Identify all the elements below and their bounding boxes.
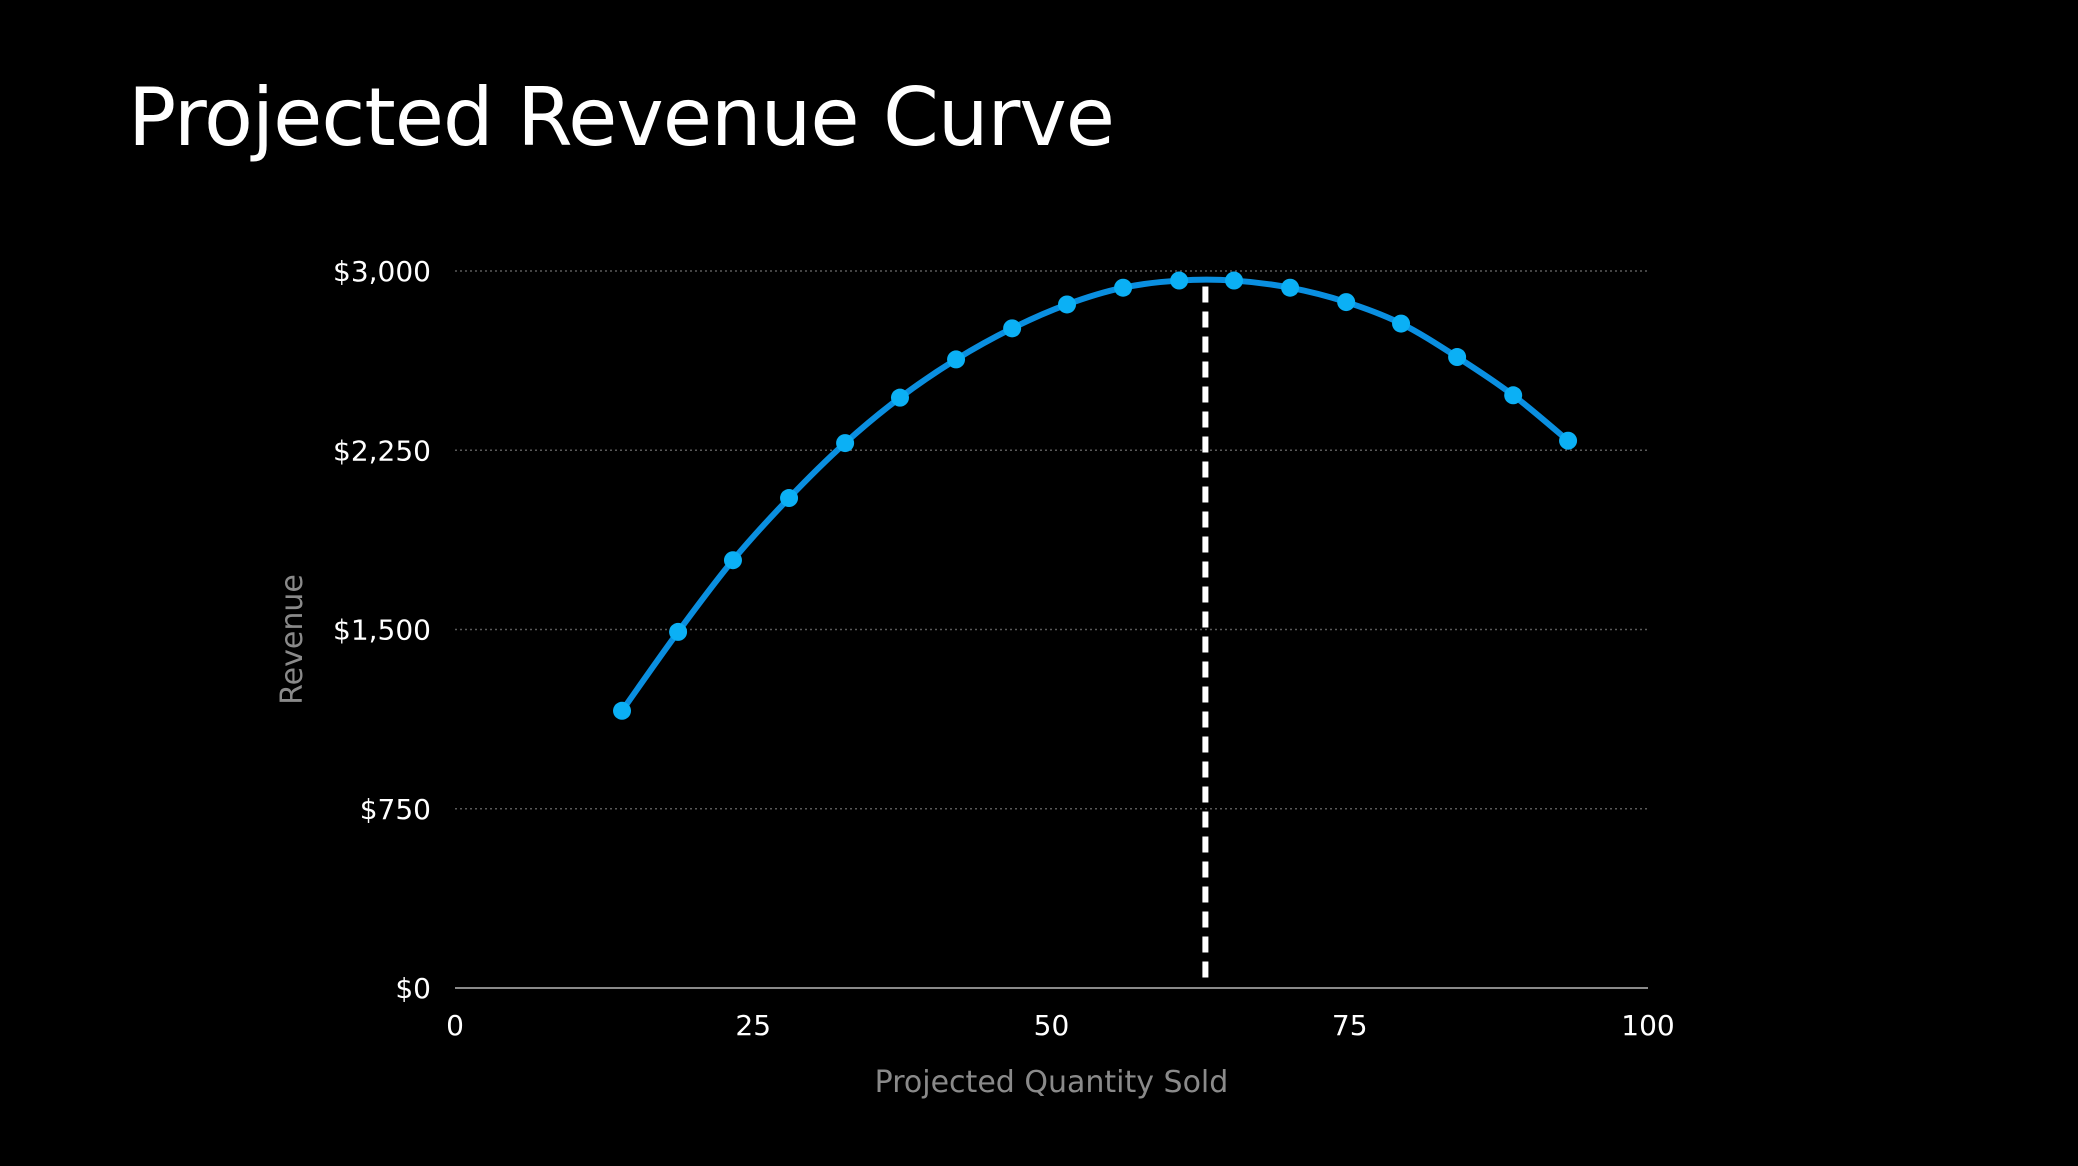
y-tick-label: $2,250 — [333, 434, 431, 467]
x-axis-title: Projected Quantity Sold — [875, 1065, 1229, 1100]
revenue-line — [619, 276, 1572, 714]
axis-titles: Projected Quantity Sold Revenue — [275, 574, 1228, 1100]
data-point — [1058, 295, 1077, 314]
data-point — [1170, 271, 1189, 290]
data-point — [1281, 278, 1300, 297]
revenue-series — [613, 271, 1578, 720]
data-point — [1114, 278, 1133, 297]
data-point — [1225, 271, 1244, 290]
data-point — [1392, 314, 1411, 333]
y-tick-label: $750 — [360, 793, 431, 826]
data-point — [780, 489, 799, 508]
y-axis-tick-labels: $0 $750 $1,500 $2,250 $3,000 — [333, 255, 431, 1005]
data-point — [1003, 319, 1022, 338]
data-point — [723, 551, 742, 570]
grid-lines — [455, 270, 1648, 810]
x-axis-tick-labels: 0 25 50 75 100 — [446, 1009, 1675, 1042]
data-point — [1337, 293, 1356, 312]
y-tick-label: $3,000 — [333, 255, 431, 288]
data-point — [1504, 386, 1523, 405]
data-point — [1448, 348, 1467, 367]
data-point — [836, 434, 855, 453]
x-tick-label: 100 — [1621, 1009, 1674, 1042]
x-tick-label: 75 — [1332, 1009, 1368, 1042]
x-tick-label: 50 — [1034, 1009, 1070, 1042]
data-point — [890, 388, 909, 407]
slide-title: Projected Revenue Curve — [128, 71, 1115, 164]
data-point — [613, 701, 632, 720]
data-point — [669, 622, 688, 641]
x-tick-label: 0 — [446, 1009, 464, 1042]
y-axis-title: Revenue — [275, 574, 310, 705]
data-point — [947, 350, 966, 369]
y-tick-label: $1,500 — [333, 614, 431, 647]
x-tick-label: 25 — [735, 1009, 771, 1042]
y-tick-label: $0 — [395, 972, 431, 1005]
data-point — [1559, 431, 1578, 450]
